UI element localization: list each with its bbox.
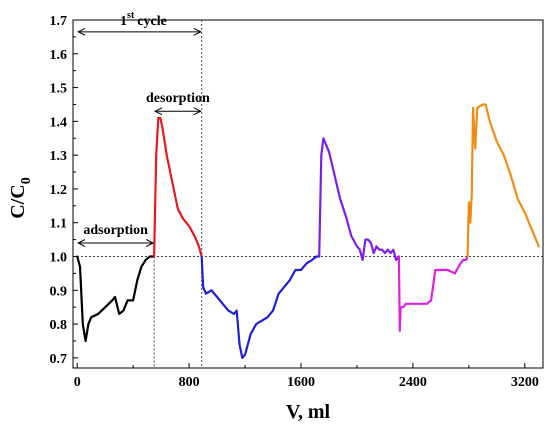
annotations: 1st cycle desorption adsorption bbox=[78, 10, 210, 243]
x-tick-label: 1600 bbox=[287, 375, 315, 390]
y-axis-title-main: C/C bbox=[7, 184, 29, 218]
desorption-label: desorption bbox=[146, 91, 210, 106]
plot-border bbox=[72, 19, 544, 369]
x-axis-ticks: 0 800 1600 2400 3200 bbox=[74, 363, 539, 390]
y-tick-label: 1.3 bbox=[50, 149, 68, 164]
x-tick-label: 2400 bbox=[399, 375, 427, 390]
y-axis-title-subscript: 0 bbox=[19, 177, 34, 184]
x-tick-label: 800 bbox=[179, 375, 200, 390]
y-tick-label: 1.4 bbox=[50, 115, 68, 130]
series-line-2 bbox=[153, 116, 203, 258]
cycle-label: 1st cycle bbox=[120, 10, 167, 29]
adsorption-label: adsorption bbox=[83, 223, 148, 238]
cycle-label-superscript: st bbox=[127, 10, 135, 21]
x-tick-label: 0 bbox=[74, 375, 81, 390]
y-tick-label: 1.1 bbox=[50, 217, 68, 232]
y-tick-label: 0.7 bbox=[50, 352, 68, 367]
plot-frame bbox=[72, 19, 544, 369]
y-tick-label: 1.7 bbox=[50, 14, 68, 29]
y-tick-label: 1.2 bbox=[50, 183, 68, 198]
y-tick-label: 0.8 bbox=[50, 318, 68, 333]
series-line-3 bbox=[200, 255, 321, 359]
reference-lines bbox=[73, 20, 543, 368]
x-tick-label: 3200 bbox=[511, 375, 539, 390]
series-line-5 bbox=[397, 255, 469, 332]
series-line-6 bbox=[466, 103, 540, 258]
y-tick-label: 0.9 bbox=[50, 284, 68, 299]
y-axis-title: C/C0 bbox=[7, 177, 34, 218]
series-line-1 bbox=[76, 255, 156, 343]
x-axis-title: V, ml bbox=[286, 401, 331, 423]
y-axis-ticks: 0.7 0.8 0.9 1.0 1.1 1.2 1.3 1.4 1.5 1.6 1.7 bbox=[50, 14, 78, 367]
series-layer bbox=[76, 103, 540, 359]
y-tick-label: 1.0 bbox=[50, 251, 68, 266]
cycle-label-word: cycle bbox=[137, 14, 167, 29]
y-tick-label: 1.6 bbox=[50, 48, 68, 63]
cycle-label-number: 1 bbox=[120, 14, 127, 29]
series-line-4 bbox=[318, 137, 400, 261]
y-tick-label: 1.5 bbox=[50, 82, 68, 97]
